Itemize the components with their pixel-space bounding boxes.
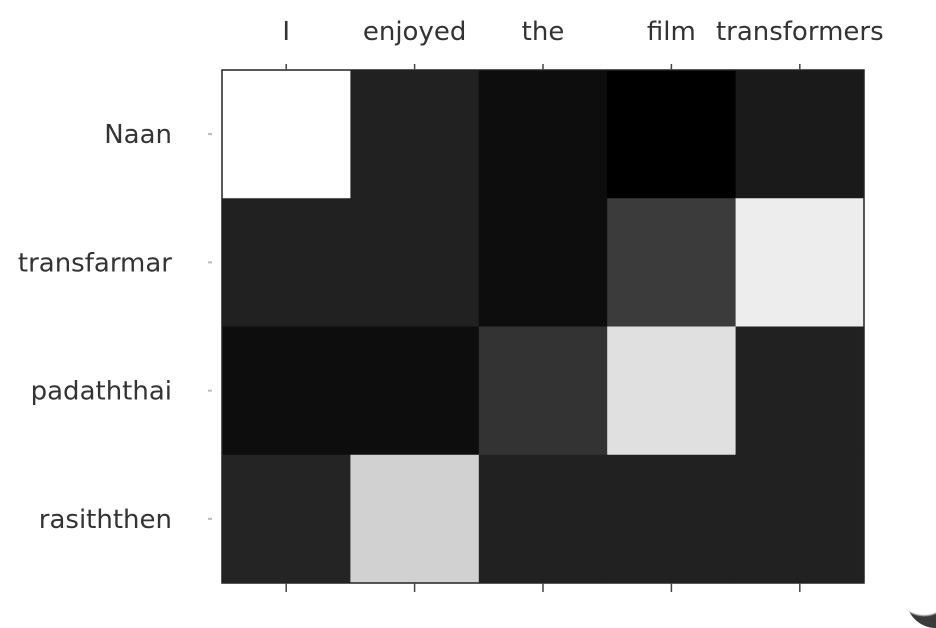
heatmap-cell-r0-c3 xyxy=(607,70,737,199)
heatmap-cell-r3-c2 xyxy=(478,454,608,584)
heatmap-cell-r1-c0 xyxy=(222,198,351,327)
heatmap-cell-r1-c2 xyxy=(478,198,608,327)
heatmap-cell-r0-c1 xyxy=(350,70,480,199)
x-tick-label-0: I xyxy=(282,17,290,47)
heatmap-cell-r3-c4 xyxy=(735,454,865,584)
heatmap-cell-r0-c0 xyxy=(222,70,351,199)
heatmap-cell-r0-c4 xyxy=(735,70,865,199)
y-tick-label-1: transfarmar xyxy=(18,248,172,278)
heatmap-cell-r2-c1 xyxy=(350,326,480,456)
heatmap-cell-r3-c0 xyxy=(222,454,351,584)
heatmap-cell-r1-c1 xyxy=(350,198,480,327)
x-tick-label-4: transformers xyxy=(716,17,884,47)
x-tick-label-3: film xyxy=(647,17,696,47)
x-tick-label-1: enjoyed xyxy=(363,17,467,47)
y-tick-label-0: Naan xyxy=(104,120,172,150)
heatmap-cell-r1-c3 xyxy=(607,198,737,327)
heatmap-cell-r1-c4 xyxy=(735,198,865,327)
heatmap-cell-r0-c2 xyxy=(478,70,608,199)
heatmap-cell-r3-c1 xyxy=(350,454,480,584)
heatmap-cell-r2-c2 xyxy=(478,326,608,456)
heatmap-cells xyxy=(222,70,865,584)
heatmap-cell-r2-c0 xyxy=(222,326,351,456)
y-tick-label-3: rasiththen xyxy=(39,505,172,535)
heatmap-cell-r3-c3 xyxy=(607,454,737,584)
heatmap-cell-r2-c4 xyxy=(735,326,865,456)
x-tick-label-2: the xyxy=(522,17,565,47)
y-tick-label-2: padaththai xyxy=(31,377,172,407)
heatmap-cell-r2-c3 xyxy=(607,326,737,456)
